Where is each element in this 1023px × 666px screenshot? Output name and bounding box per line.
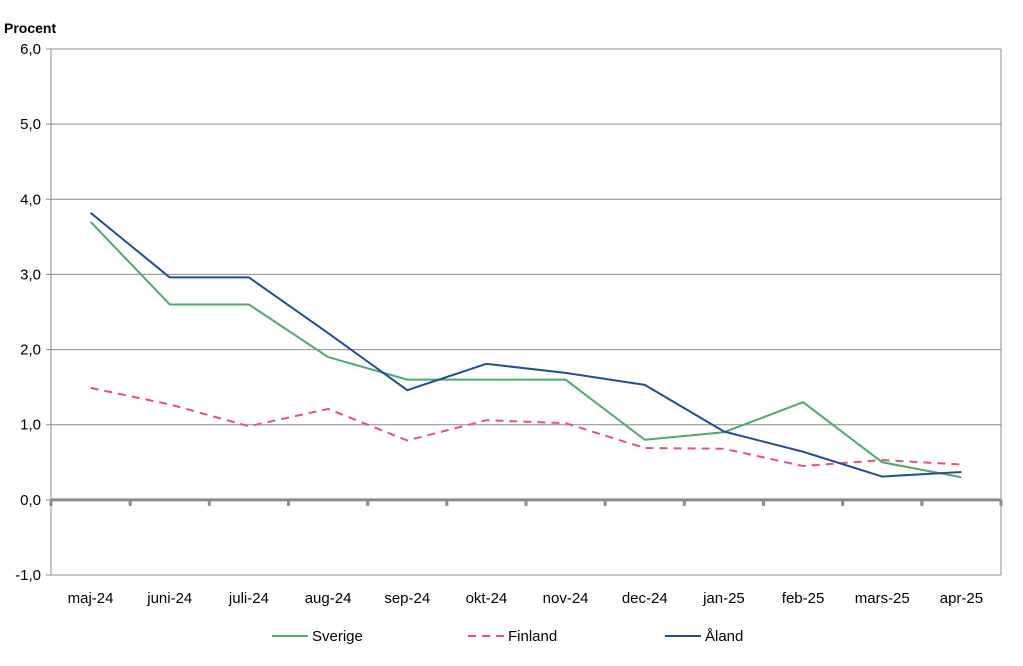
- x-axis: [49, 498, 1003, 506]
- grid-lines: [50, 48, 1002, 576]
- x-tick-label: sep-24: [384, 590, 430, 607]
- x-tick-label: juni-24: [146, 590, 192, 607]
- y-axis-label: Procent: [4, 20, 56, 36]
- legend-label: Sverige: [312, 628, 363, 645]
- series-line-åland: [89, 212, 962, 478]
- x-tick-label: okt-24: [466, 590, 508, 607]
- y-tick-label: 6,0: [20, 41, 41, 58]
- legend-label: Finland: [508, 628, 557, 645]
- x-tick-label: maj-24: [68, 590, 114, 607]
- y-tick-label: 3,0: [20, 266, 41, 283]
- y-tick-label: 2,0: [20, 342, 41, 359]
- x-tick-label: mars-25: [855, 590, 910, 607]
- y-tick-label: 0,0: [20, 492, 41, 509]
- y-tick-label: 5,0: [20, 116, 41, 133]
- x-tick-label: feb-25: [782, 590, 825, 607]
- x-tick-label: juli-24: [228, 590, 269, 607]
- legend: Sverige Finland Åland: [272, 628, 743, 645]
- series-line-finland: [90, 386, 962, 468]
- x-tick-label: aug-24: [305, 590, 352, 607]
- y-tick-label: -1,0: [15, 567, 41, 584]
- series-lines: [89, 212, 962, 479]
- x-tick-label: apr-25: [940, 590, 983, 607]
- series-line-sverige: [89, 221, 962, 479]
- x-tick-label: nov-24: [543, 590, 589, 607]
- y-axis-ticks: -1,0 0,0 1,0 2,0 3,0 4,0 5,0 6,0: [15, 41, 51, 584]
- x-tick-label: dec-24: [622, 590, 668, 607]
- x-axis-ticks: maj-24 juni-24 juli-24 aug-24 sep-24 okt-24 no…: [68, 590, 983, 607]
- y-tick-label: 4,0: [20, 191, 41, 208]
- legend-label: Åland: [705, 628, 743, 645]
- y-tick-label: 1,0: [20, 417, 41, 434]
- x-tick-label: jan-25: [702, 590, 745, 607]
